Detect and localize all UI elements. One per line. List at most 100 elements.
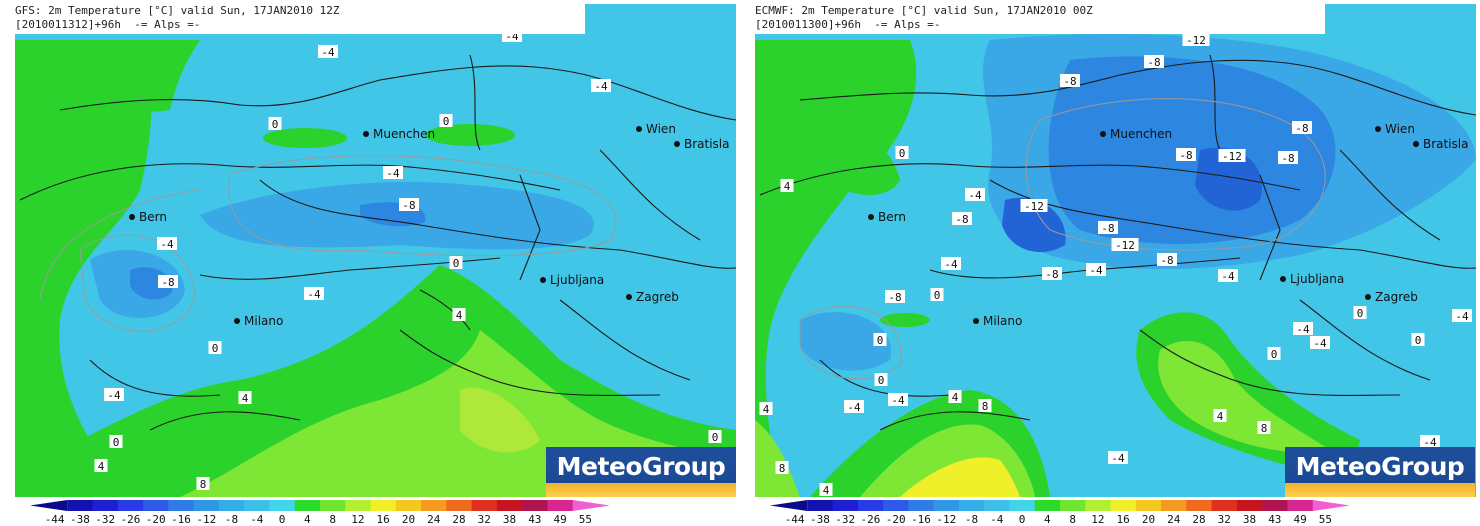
contour-label: 4 xyxy=(456,309,463,322)
contour-label-box xyxy=(208,341,222,354)
contour-label: -8 xyxy=(1147,56,1160,69)
colorbar-tick-label: 16 xyxy=(376,513,390,526)
contour-label-box xyxy=(399,198,419,211)
contour-label-box xyxy=(104,388,124,401)
contour-label-box xyxy=(1292,121,1312,134)
contour-label: -4 xyxy=(1221,270,1235,283)
ecmwf-city-dot-muenchen xyxy=(1100,131,1106,137)
gfs-warm-italy xyxy=(460,387,540,453)
colorbar-tick-label: 55 xyxy=(1318,513,1332,526)
colorbar-tick-label: -12 xyxy=(196,513,217,526)
colorbar-swatch xyxy=(67,500,94,511)
gfs-city-dot-bern xyxy=(129,214,135,220)
colorbar-tick-label: -32 xyxy=(835,513,856,526)
colorbar-tick-label: 49 xyxy=(553,513,567,526)
contour-label: 0 xyxy=(1357,307,1364,320)
contour-label-box xyxy=(1411,333,1425,346)
contour-label: 0 xyxy=(212,342,219,355)
colorbar-tick-label: 8 xyxy=(1069,513,1076,526)
contour-label-box xyxy=(1111,238,1139,251)
contour-label: -4 xyxy=(944,258,958,271)
contour-label: -8 xyxy=(1179,149,1192,162)
contour-label-box xyxy=(819,483,833,496)
colorbar-swatch xyxy=(807,500,834,511)
contour-label: -4 xyxy=(847,401,861,414)
contour-label-box xyxy=(1144,55,1164,68)
colorbar-swatch xyxy=(218,500,245,511)
gfs-warm-west xyxy=(15,40,152,497)
contour-label: 0 xyxy=(878,374,885,387)
contour-label: -8 xyxy=(1295,122,1308,135)
contour-label: -8 xyxy=(1101,222,1114,235)
contour-label-box xyxy=(965,188,985,201)
colorbar-tick-label: -44 xyxy=(784,513,805,526)
colorbar-tick-label: 12 xyxy=(351,513,365,526)
contour-label-box xyxy=(452,308,466,321)
colorbar-swatch xyxy=(193,500,220,511)
contour-label-box xyxy=(1098,221,1118,234)
contour-label-box xyxy=(1420,435,1440,448)
colorbar-tick-label: 0 xyxy=(1018,513,1026,526)
contour-label-box xyxy=(1293,322,1313,335)
contour-label-box xyxy=(1267,347,1281,360)
contour-label: -4 xyxy=(1455,310,1469,323)
colorbar-tick-label: 0 xyxy=(278,513,286,526)
colorbar-swatch xyxy=(1287,500,1314,511)
colorbar-swatch xyxy=(421,500,447,511)
colorbar-tick-label: -20 xyxy=(145,513,166,526)
gfs-city-dot-bratisla xyxy=(674,141,680,147)
colorbar-tick-label: 4 xyxy=(1044,513,1051,526)
contour-label: 8 xyxy=(1261,422,1268,435)
gfs-city-bern: Bern xyxy=(139,210,167,224)
colorbar-swatch xyxy=(1186,500,1213,511)
contour-label: 0 xyxy=(1271,348,1278,361)
contour-label: 0 xyxy=(272,118,279,131)
colorbar-tick-label: -32 xyxy=(95,513,116,526)
colorbar-tick-label: -4 xyxy=(990,513,1004,526)
contour-label-box xyxy=(708,430,722,443)
colorbar-tick-label: 24 xyxy=(1167,513,1181,526)
ecmwf-city-bratisla: Bratisla xyxy=(1423,137,1469,151)
colorbar-swatch xyxy=(446,500,473,511)
gfs-city-dot-muenchen xyxy=(363,131,369,137)
gfs-panel: Muenchen Wien Bratisla Bern Ljubljana Za… xyxy=(0,0,740,525)
colorbar-swatch xyxy=(883,500,909,511)
contour-label: 0 xyxy=(712,431,719,444)
contour-label: -12 xyxy=(1115,239,1135,252)
colorbar-tick-label: 16 xyxy=(1116,513,1130,526)
contour-label: 0 xyxy=(443,115,450,128)
contour-label: -8 xyxy=(955,213,968,226)
contour-label: -8 xyxy=(402,199,415,212)
colorbar-swatch xyxy=(1262,500,1288,511)
contour-label-box xyxy=(952,212,972,225)
contour-label: 0 xyxy=(934,289,941,302)
gfs-city-muenchen: Muenchen xyxy=(373,127,435,141)
colorbar-tick-label: 49 xyxy=(1293,513,1307,526)
contour-label-box xyxy=(1452,309,1472,322)
contour-label: 4 xyxy=(823,484,830,497)
contour-label: -8 xyxy=(1045,268,1058,281)
gfs-meteogroup-logo: MeteoGroup xyxy=(546,447,736,497)
contour-label: -4 xyxy=(307,288,321,301)
contour-label-box xyxy=(1310,336,1330,349)
colorbar-tick-label: 4 xyxy=(304,513,311,526)
colorbar-swatch xyxy=(984,500,1010,511)
contour-label-box xyxy=(844,400,864,413)
gfs-city-layer: Muenchen Wien Bratisla Bern Ljubljana Za… xyxy=(129,122,730,328)
ecmwf-warm-blob-2 xyxy=(880,313,930,327)
gfs-title-line2: [2010011312]+96h -= Alps =- xyxy=(15,18,201,31)
colorbar-tick-label: -8 xyxy=(964,513,979,526)
gfs-title-box: GFS: 2m Temperature [°C] valid Sun, 17JA… xyxy=(15,4,585,34)
contour-label-box xyxy=(1157,253,1177,266)
contour-label-box xyxy=(109,435,123,448)
colorbar-swatch xyxy=(1085,500,1112,511)
ecmwf-city-wien: Wien xyxy=(1385,122,1415,136)
colorbar-swatch xyxy=(1060,500,1086,511)
contour-label: -4 xyxy=(1423,436,1437,449)
ecmwf-temperature-map: Muenchen Wien Bratisla Bern Ljubljana Za… xyxy=(755,4,1476,497)
gfs-warm-northwest xyxy=(15,40,200,113)
ecmwf-warm-blob xyxy=(820,132,900,195)
colorbar-swatch xyxy=(269,500,296,511)
contour-label: 4 xyxy=(952,391,959,404)
